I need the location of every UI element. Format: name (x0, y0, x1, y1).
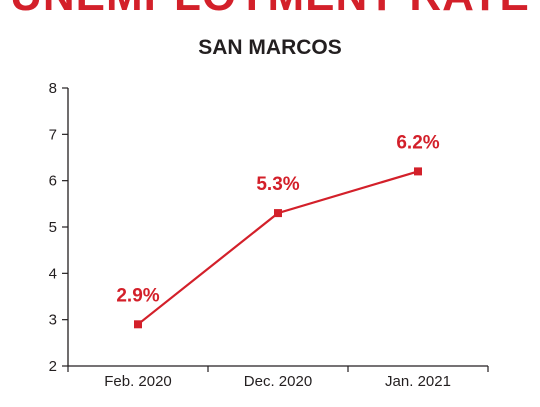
data-point-marker (274, 209, 282, 218)
data-label: 2.9% (116, 285, 159, 306)
chart-ticks: 2 3 4 5 6 7 8 Feb. 2020 Dec. 2020 Jan. 2021 (49, 80, 489, 390)
data-label: 6.2% (396, 132, 439, 153)
data-point-marker (134, 320, 142, 329)
x-tick-label: Dec. 2020 (244, 373, 312, 390)
y-tick-label: 7 (49, 126, 57, 143)
x-tick-label: Jan. 2021 (385, 373, 451, 390)
y-tick-label: 8 (49, 80, 57, 97)
x-tick-label: Feb. 2020 (104, 373, 172, 390)
y-tick-label: 5 (49, 219, 57, 236)
y-tick-label: 3 (49, 312, 57, 329)
chart-subtitle: SAN MARCOS (198, 36, 342, 59)
chart-axes (67, 88, 488, 367)
data-label: 5.3% (256, 174, 299, 195)
chart-title: UNEMPLOYMENT RATE (10, 0, 530, 20)
y-tick-label: 6 (49, 173, 57, 190)
plot-area: 2.9% 5.3% 6.2% (116, 132, 440, 329)
y-tick-label: 4 (49, 265, 57, 282)
y-tick-label: 2 (49, 358, 57, 375)
data-point-marker (414, 167, 422, 176)
